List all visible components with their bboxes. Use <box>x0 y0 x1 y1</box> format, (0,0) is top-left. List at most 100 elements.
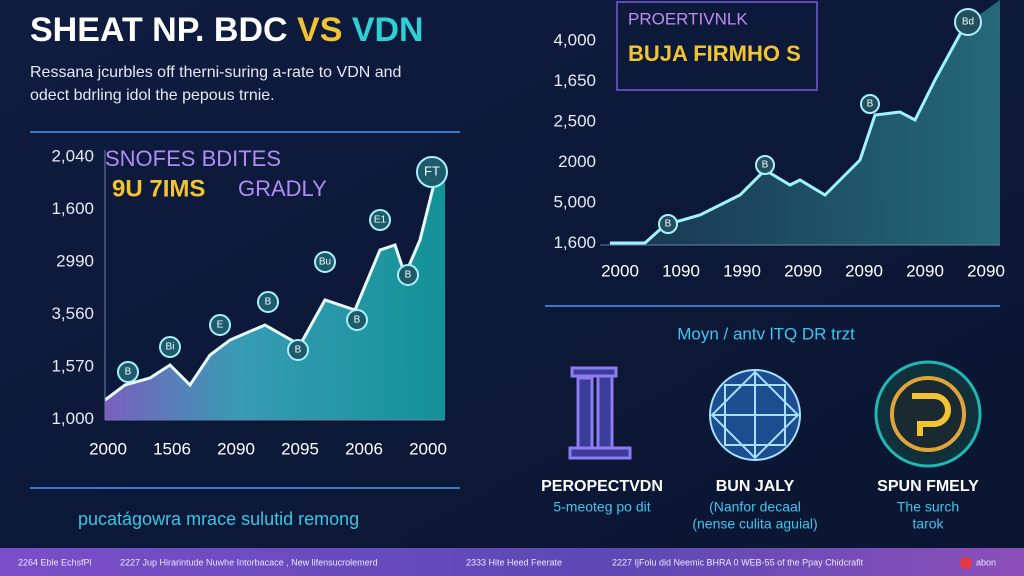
icon-structure <box>568 366 632 460</box>
footer-text: 2227 Jup Hirarintude Nuwhe Intorbacace ,… <box>120 557 378 567</box>
feature-text: (nense culita aguial) <box>692 516 817 532</box>
mesh <box>724 384 786 446</box>
footer-text: abon <box>976 557 996 567</box>
y-label: 2000 <box>558 152 596 171</box>
marker <box>209 314 231 336</box>
marker <box>860 94 880 114</box>
y-label: 1,000 <box>51 409 94 428</box>
y-label: 3,560 <box>51 304 94 323</box>
x-label: 2090 <box>967 261 1005 280</box>
pillar <box>596 368 614 450</box>
subtitle: Ressana jcurbles off therni-suring a-rat… <box>30 64 401 81</box>
x-label: 2006 <box>345 439 383 458</box>
x-label: 1090 <box>662 261 700 280</box>
section-heading: Moyn / antv lTQ DR trzt <box>677 324 855 343</box>
marker-label: E <box>217 320 224 331</box>
feature-text: tarok <box>912 516 944 532</box>
marker <box>658 214 678 234</box>
marker-label: B <box>354 315 361 326</box>
marker-label: FT <box>424 163 440 178</box>
line <box>104 179 437 402</box>
feature-text: The surch <box>897 499 959 515</box>
x-label: 2090 <box>784 261 822 280</box>
marker-label: B <box>762 160 769 171</box>
label-box <box>616 1 818 91</box>
icon-sphere <box>709 369 801 461</box>
footer-text: 2227 IjFolu did Neemic BHRA 0 WEB-55 of … <box>612 557 864 567</box>
x-label: 2090 <box>845 261 883 280</box>
marker <box>397 264 419 286</box>
markers: B B B Bd <box>658 8 982 234</box>
x-label: 2000 <box>89 439 127 458</box>
title: SHEAT NP. BDC VS VDN <box>30 11 424 49</box>
marker-label: B <box>665 219 672 230</box>
feature-text: (Nanfor decaal <box>709 499 801 515</box>
y-label: 2,500 <box>553 111 596 130</box>
box-heading: BUJA FIRMHO S <box>628 41 801 66</box>
footer-bar <box>0 548 1024 576</box>
marker-label: B <box>867 99 874 110</box>
marker <box>755 155 775 175</box>
subtitle: odect bdrling idol the pepous trnie. <box>30 87 275 104</box>
feature-title: PEROPECTVDN <box>541 478 663 495</box>
base <box>568 446 632 460</box>
title-part: SHEAT NP. BDC <box>30 11 297 49</box>
pillar <box>576 376 594 450</box>
y-label: 1,600 <box>51 199 94 218</box>
y-labels: 2,040 1,600 2990 3,560 1,570 1,000 <box>51 146 94 428</box>
x-label: 2000 <box>601 261 639 280</box>
marker-label: Bd <box>962 17 974 28</box>
title-part: VDN <box>352 11 424 49</box>
features: PEROPECTVDN 5-meoteg po dit BUN JALY (Nanfo… <box>541 478 979 531</box>
y-label: 1,650 <box>553 71 596 90</box>
coin-inner <box>890 376 966 452</box>
marker-label: B <box>125 367 132 378</box>
y-label: 4,000 <box>553 30 596 49</box>
feature-title: BUN JALY <box>716 478 795 495</box>
area <box>605 0 1000 245</box>
x-label: 2000 <box>409 439 447 458</box>
footer-text: 2333 Hite Heed Feerate <box>466 557 562 567</box>
icon-coin <box>874 360 982 468</box>
box-heading: PROERTIVNLK <box>628 9 748 28</box>
footer-texts: 2264 Eble EchsfPl 2227 Jup Hirarintude Nu… <box>18 557 996 567</box>
feature-text: 5-meoteg po dit <box>553 499 650 515</box>
title-part: VS <box>297 11 352 49</box>
marker <box>416 156 448 188</box>
x-labels: 2000 1090 1990 2090 2090 2090 2090 <box>601 261 1005 280</box>
marker <box>954 8 982 36</box>
chart-heading: GRADLY <box>238 176 327 201</box>
marker <box>346 309 368 331</box>
y-label: 1,570 <box>51 356 94 375</box>
x-label: 2090 <box>906 261 944 280</box>
y-labels: 4,000 1,650 2,500 2000 5,000 1,600 <box>553 30 596 252</box>
marker-label: B <box>405 270 412 281</box>
chart-heading: SNOFES BDITES <box>105 146 281 171</box>
area <box>105 180 445 420</box>
marker-label: E1 <box>374 215 387 226</box>
marker <box>117 361 139 383</box>
marker-label: B <box>295 345 302 356</box>
marker <box>257 291 279 313</box>
feature-title: SPUN FMELY <box>877 478 979 495</box>
y-label: 2,040 <box>51 146 94 165</box>
y-label: 2990 <box>56 251 94 270</box>
x-label: 1506 <box>153 439 191 458</box>
tagline: pucatágowra mrace sulutid remong <box>78 509 359 529</box>
footer-icon <box>960 557 972 569</box>
footer-text: 2264 Eble EchsfPl <box>18 557 92 567</box>
x-label: 2090 <box>217 439 255 458</box>
top <box>570 366 618 378</box>
x-labels: 2000 1506 2090 2095 2006 2000 <box>89 439 447 458</box>
x-label: 1990 <box>723 261 761 280</box>
marker <box>314 251 336 273</box>
marker <box>369 209 391 231</box>
y-label: 5,000 <box>553 192 596 211</box>
marker-label: Bu <box>319 257 331 268</box>
coin-symbol <box>912 393 951 436</box>
marker <box>287 339 309 361</box>
y-label: 1,600 <box>553 233 596 252</box>
markers: B Bi E B B Bu B E1 B FT <box>117 156 448 383</box>
marker-label: Bi <box>166 342 175 353</box>
